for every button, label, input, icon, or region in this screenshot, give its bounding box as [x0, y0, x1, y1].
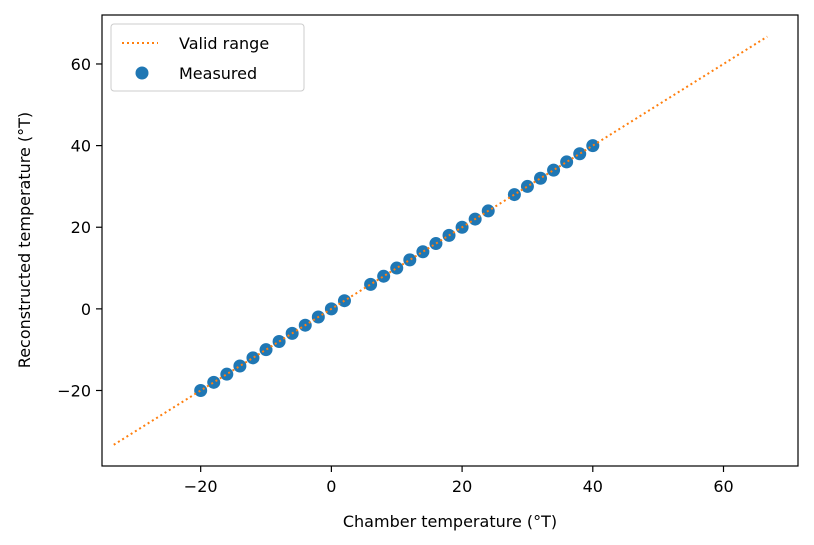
data-point	[259, 343, 273, 357]
y-tick-label: 0	[81, 300, 91, 319]
x-axis-ticks: −20 0 20 40 60	[184, 466, 734, 496]
data-point	[534, 171, 548, 185]
x-axis-label: Chamber temperature (°T)	[343, 512, 557, 531]
legend-label-valid-range: Valid range	[179, 34, 269, 53]
data-point	[272, 335, 286, 349]
y-tick-label: 60	[71, 55, 91, 74]
y-tick-label: 20	[71, 218, 91, 237]
data-point	[220, 367, 234, 381]
data-point	[246, 351, 260, 365]
data-point	[416, 245, 430, 259]
data-point	[194, 383, 208, 397]
legend-marker-swatch	[135, 66, 149, 80]
data-point	[507, 188, 521, 202]
valid-range-line	[113, 35, 768, 446]
data-point	[560, 155, 574, 169]
y-axis-label: Reconstructed temperature (°T)	[15, 112, 34, 368]
data-point	[520, 179, 534, 193]
data-point	[403, 253, 417, 267]
x-tick-label: −20	[184, 477, 218, 496]
x-tick-label: 40	[583, 477, 603, 496]
data-point	[364, 277, 378, 291]
y-tick-label: 40	[71, 137, 91, 156]
x-tick-label: 20	[452, 477, 472, 496]
legend-box	[110, 23, 305, 92]
y-tick-label: −20	[57, 381, 91, 400]
data-point	[586, 139, 600, 153]
data-point	[207, 375, 221, 389]
legend: Valid range Measured	[110, 23, 305, 92]
data-point	[429, 237, 443, 251]
legend-label-measured: Measured	[179, 64, 257, 83]
y-axis-ticks: −20 0 20 40 60	[57, 55, 102, 400]
data-point	[390, 261, 404, 275]
data-point	[377, 269, 391, 283]
x-tick-label: 0	[326, 477, 336, 496]
x-tick-label: 60	[713, 477, 733, 496]
data-point	[233, 359, 247, 373]
data-point	[547, 163, 561, 177]
plot-area	[113, 35, 768, 446]
data-point	[573, 147, 587, 161]
plot-frame	[101, 14, 799, 467]
